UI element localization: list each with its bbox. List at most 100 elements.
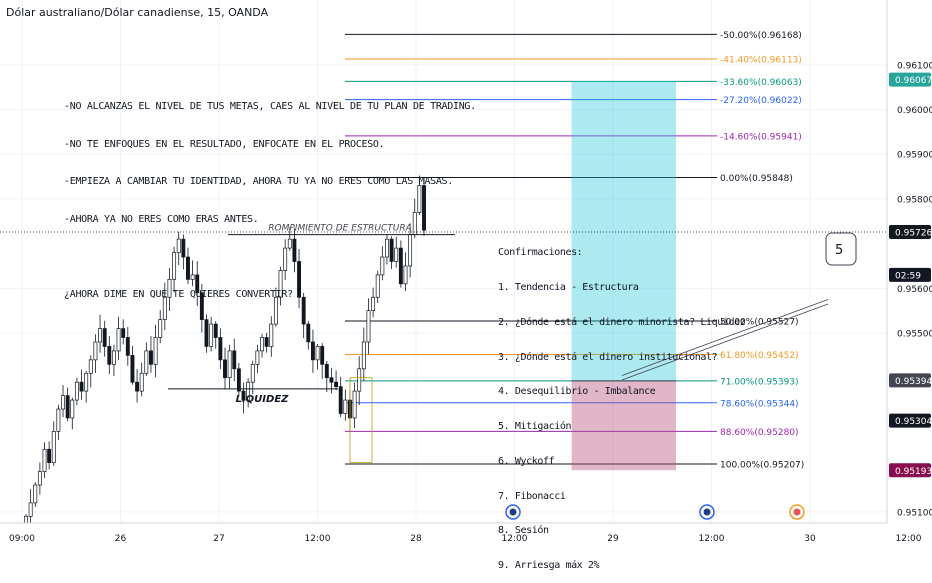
candle-body — [385, 238, 389, 258]
symbol-title: Dólar australiano/Dólar canadiense, 15, … — [6, 6, 269, 19]
candle-body — [98, 328, 102, 343]
long-position-tool[interactable] — [571, 81, 677, 471]
confirmations-note[interactable]: Confirmaciones: 1. Tendencia - Estructur… — [498, 224, 746, 583]
confirmation-item: 5. Mitigación — [498, 421, 572, 433]
fib-level-label: -50.00%(0.96168) — [720, 31, 802, 41]
note-line: ¿AHORA DIME EN QUE TE QUIERES CONVERTIR? — [64, 288, 293, 300]
confirmations-title: Confirmaciones: — [498, 247, 583, 259]
candle-body — [310, 341, 315, 361]
candle-body — [116, 328, 121, 352]
candle-body — [139, 372, 144, 392]
time-tick-label: 12:00 — [502, 534, 528, 544]
price-tick-label: 0.96000 — [897, 106, 932, 116]
candle-body — [398, 247, 403, 285]
candle-body — [236, 368, 241, 392]
stop-loss-zone[interactable] — [571, 380, 677, 471]
candle-body — [79, 381, 84, 392]
candle-body — [84, 372, 89, 392]
price-badge[interactable] — [889, 463, 931, 478]
price-tick-label: 0.95600 — [897, 285, 932, 295]
candle-body — [88, 359, 93, 374]
candle-body — [223, 359, 227, 379]
fib-level-label: -41.40%(0.96113) — [720, 56, 802, 66]
note-line: -NO ALCANZAS EL NIVEL DE TUS METAS, CAES… — [64, 101, 476, 112]
candle-body — [121, 328, 126, 338]
price-badge[interactable] — [889, 267, 931, 282]
candle-body — [51, 431, 56, 464]
candle-body — [338, 386, 343, 414]
candle-body — [283, 247, 288, 271]
price-badge-label: 0.95193 — [895, 467, 932, 477]
flag-icon — [703, 508, 711, 516]
candle-body — [149, 350, 153, 365]
candle-body — [301, 296, 306, 325]
fib-level-label: 0.00%(0.95848) — [720, 174, 793, 184]
candle-body — [74, 381, 79, 401]
candle-body — [260, 337, 264, 352]
trading-notes[interactable]: -NO ALCANZAS EL NIVEL DE TUS METAS, CAES… — [64, 76, 476, 314]
candle-body — [181, 238, 186, 258]
note-line: -NO TE ENFOQUES EN EL RESULTADO, ENFOCAT… — [64, 138, 385, 150]
candle-body — [389, 238, 394, 262]
candle-body — [343, 399, 348, 414]
confirmation-item: 8. Sesión — [498, 525, 549, 537]
bos-label: ROMPIMIENTO DE ESTRUCTURA — [268, 224, 411, 234]
chart-drawings[interactable]: ROMPIMIENTO DE ESTRUCTURA LIQUIDEZ 5 — [0, 224, 887, 464]
candle-body — [158, 319, 163, 338]
time-tick-label: 26 — [115, 534, 127, 544]
candle-body — [218, 337, 223, 361]
price-axis[interactable]: 0.96100 0.96000 0.95900 0.95800 0.95600 0.955… — [886, 0, 932, 550]
time-tick-label: 29 — [607, 534, 619, 544]
candle-body — [306, 323, 311, 343]
price-badge[interactable] — [889, 224, 931, 239]
fib-level-label: 88.60%(0.95280) — [720, 428, 799, 438]
time-axis-background — [0, 523, 932, 550]
time-tick-label: 27 — [213, 534, 224, 544]
price-badge-label: 0.95304 — [895, 417, 932, 427]
candle-body — [246, 381, 251, 401]
callout-line — [621, 303, 829, 381]
price-tick-label: 0.95500 — [897, 330, 932, 340]
time-tick-label: 12:00 — [699, 534, 725, 544]
time-tick-label: 09:00 — [9, 534, 35, 544]
candle-body — [130, 355, 135, 383]
take-profit-zone[interactable] — [571, 81, 677, 381]
candle-body — [153, 337, 158, 365]
candle-body — [366, 310, 371, 343]
candle-body — [292, 238, 297, 262]
callout-number: 5 — [835, 243, 843, 258]
note-line — [64, 251, 476, 264]
candle-body — [422, 185, 426, 231]
candle-body — [232, 350, 237, 370]
candle-body — [65, 395, 70, 419]
fib-level-label: 50.00%(0.95527) — [720, 317, 799, 327]
economic-events[interactable] — [505, 504, 805, 520]
price-badge[interactable] — [889, 413, 931, 428]
confirmation-item: 3. ¿Dónde está el dinero institucional? — [498, 351, 718, 363]
candle-body — [190, 274, 195, 280]
candle-body — [28, 502, 33, 517]
confirmation-item: 1. Tendencia - Estructura — [498, 281, 639, 293]
time-axis[interactable]: 09:00 26 27 12:00 28 12:00 29 12:00 30 12:00 — [0, 522, 932, 550]
candle-body — [33, 484, 38, 504]
candle-body — [144, 350, 149, 374]
candle-body — [324, 363, 329, 379]
candle-body — [135, 381, 140, 392]
candle-body — [199, 292, 204, 320]
candle-body — [361, 341, 366, 370]
candle-body — [93, 341, 98, 361]
candle-body — [37, 471, 42, 486]
callout-box[interactable] — [825, 232, 857, 266]
candle-body — [172, 252, 177, 280]
fibonacci-retracement[interactable]: -50.00%(0.96168) -41.40%(0.96113) -33.60%(… — [345, 31, 804, 471]
candle-body — [227, 350, 232, 379]
candle-body — [162, 296, 167, 320]
candle-body — [371, 296, 376, 312]
price-badge[interactable] — [889, 373, 931, 388]
imbalance-box[interactable] — [349, 377, 373, 464]
confirmation-item: 9. Arriesga máx 2% — [498, 560, 600, 572]
candle-body — [278, 270, 283, 298]
price-badge[interactable] — [889, 72, 931, 87]
chart[interactable]: -50.00%(0.96168) -41.40%(0.96113) -33.60%(… — [0, 0, 932, 550]
candle-body — [195, 274, 200, 294]
